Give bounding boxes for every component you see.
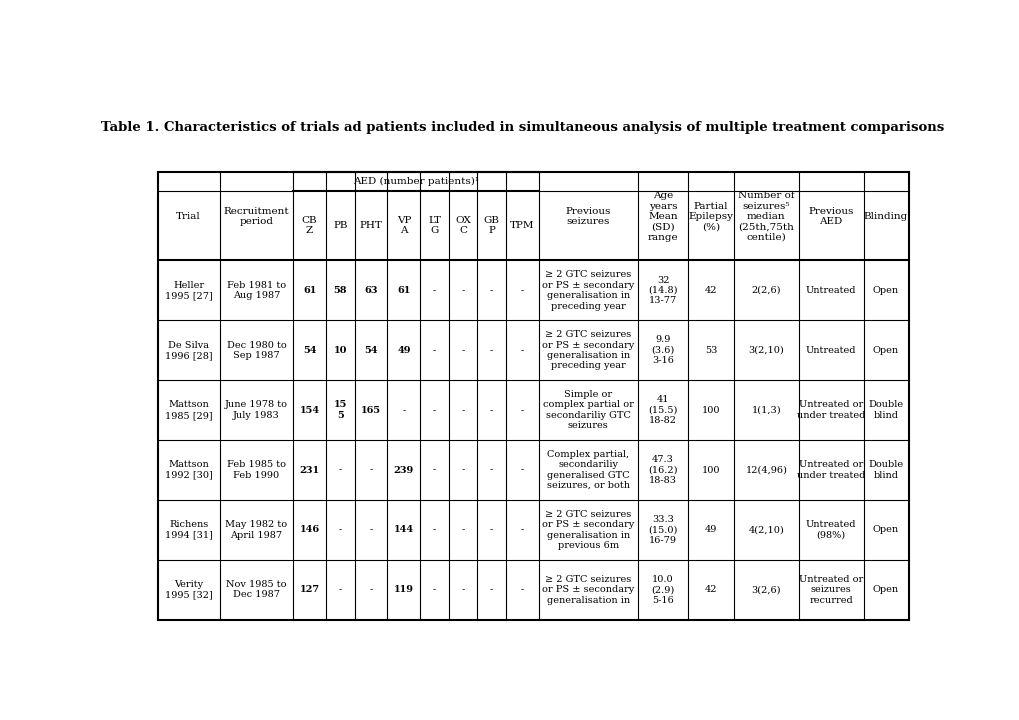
Text: Open: Open [872,286,898,295]
Text: Open: Open [872,346,898,355]
Text: 41
(15.5)
18-82: 41 (15.5) 18-82 [648,395,677,425]
Text: Feb 1981 to
Aug 1987: Feb 1981 to Aug 1987 [226,281,285,300]
Text: 49: 49 [704,526,716,534]
Text: Verity
1995 [32]: Verity 1995 [32] [165,580,212,600]
Text: -: - [369,585,372,594]
Text: AED (number patients)¹: AED (number patients)¹ [353,177,479,186]
Text: -: - [338,526,341,534]
Text: May 1982 to
April 1987: May 1982 to April 1987 [225,521,287,539]
Bar [799,172,862,192]
Text: -: - [461,466,465,474]
Text: 144: 144 [393,526,414,534]
Text: 58: 58 [333,286,346,295]
Text: 9.9
(3.6)
3-16: 9.9 (3.6) 3-16 [651,336,674,365]
Text: De Silva
1996 [28]: De Silva 1996 [28] [165,341,212,360]
Text: Open: Open [872,526,898,534]
Text: Untreated or
seizures
recurred: Untreated or seizures recurred [798,575,862,605]
Text: CB
Z: CB Z [302,216,317,235]
Text: Untreated
(98%): Untreated (98%) [805,521,856,539]
Text: Table 1. Characteristics of trials ad patients included in simultaneous analysis: Table 1. Characteristics of trials ad pa… [101,122,944,135]
Text: Untreated or
under treated: Untreated or under treated [796,460,864,480]
Text: 10: 10 [333,346,346,355]
Bar [539,172,637,192]
Text: -: - [432,466,436,474]
Text: -: - [432,346,436,355]
Text: 49: 49 [396,346,411,355]
Text: Untreated: Untreated [805,346,856,355]
Text: 10.0
(2.9)
5-16: 10.0 (2.9) 5-16 [651,575,674,605]
Text: -: - [520,405,524,415]
Text: 119: 119 [393,585,414,594]
Text: -: - [520,466,524,474]
Text: 33.3
(15.0)
16-79: 33.3 (15.0) 16-79 [648,515,677,545]
Text: -: - [432,286,436,295]
Text: -: - [520,526,524,534]
Text: 53: 53 [704,346,716,355]
Text: -: - [489,466,493,474]
Text: -: - [432,585,436,594]
Text: Nov 1985 to
Dec 1987: Nov 1985 to Dec 1987 [226,580,286,600]
Text: Previous
seizures: Previous seizures [566,207,610,226]
Text: 61: 61 [303,286,316,295]
Text: PHT: PHT [360,221,382,230]
Text: PB: PB [333,221,347,230]
Text: Untreated or
under treated: Untreated or under treated [796,400,864,420]
Text: 54: 54 [303,346,316,355]
Text: 127: 127 [300,585,319,594]
Text: TPM: TPM [510,221,534,230]
Text: -: - [432,405,436,415]
Text: 12(4,96): 12(4,96) [745,466,787,474]
Text: -: - [461,286,465,295]
Text: Richens
1994 [31]: Richens 1994 [31] [164,521,212,539]
Bar [688,172,733,192]
Text: Untreated: Untreated [805,286,856,295]
Text: 63: 63 [364,286,377,295]
Text: -: - [369,526,372,534]
Text: -: - [489,526,493,534]
Text: ≥ 2 GTC seizures
or PS ± secondary
generalisation in: ≥ 2 GTC seizures or PS ± secondary gener… [542,575,634,605]
Text: 42: 42 [704,585,716,594]
Text: 146: 146 [300,526,319,534]
Text: -: - [489,405,493,415]
Text: -: - [489,585,493,594]
Text: GB
P: GB P [483,216,499,235]
Text: ≥ 2 GTC seizures
or PS ± secondary
generalisation in
previous 6m: ≥ 2 GTC seizures or PS ± secondary gener… [542,510,634,550]
Text: ≥ 2 GTC seizures
or PS ± secondary
generalisation in
preceding year: ≥ 2 GTC seizures or PS ± secondary gener… [542,330,634,370]
Bar [158,172,219,192]
Bar [734,172,797,192]
Text: Age
years
Mean
(SD)
range: Age years Mean (SD) range [647,191,678,242]
Text: -: - [520,585,524,594]
Text: LT
G: LT G [428,216,440,235]
Text: -: - [338,466,341,474]
Text: -: - [489,286,493,295]
Text: 1(1,3): 1(1,3) [751,405,781,415]
Text: 15
5: 15 5 [333,400,346,420]
Text: Heller
1995 [27]: Heller 1995 [27] [165,281,212,300]
Text: 100: 100 [701,405,719,415]
Text: 100: 100 [701,466,719,474]
Text: -: - [461,585,465,594]
Text: Double
blind: Double blind [867,460,903,480]
Text: Trial: Trial [176,212,201,221]
Text: 61: 61 [396,286,410,295]
Text: Blinding: Blinding [863,212,907,221]
Text: Feb 1985 to
Feb 1990: Feb 1985 to Feb 1990 [227,460,285,480]
Text: OX
C: OX C [454,216,471,235]
Text: 54: 54 [364,346,377,355]
Text: -: - [520,286,524,295]
Text: 47.3
(16.2)
18-83: 47.3 (16.2) 18-83 [648,455,678,485]
Text: 239: 239 [393,466,414,474]
Text: -: - [401,405,406,415]
Text: -: - [338,585,341,594]
Text: -: - [461,526,465,534]
Bar [638,172,687,192]
Text: -: - [432,526,436,534]
Text: 42: 42 [704,286,716,295]
Text: Simple or
complex partial or
secondariliy GTC
seizures: Simple or complex partial or secondarili… [542,390,633,431]
Text: Dec 1980 to
Sep 1987: Dec 1980 to Sep 1987 [226,341,286,360]
Text: 231: 231 [300,466,319,474]
Text: June 1978 to
July 1983: June 1978 to July 1983 [225,400,287,420]
Text: Mattson
1992 [30]: Mattson 1992 [30] [165,460,212,480]
Text: Open: Open [872,585,898,594]
Text: 3(2,10): 3(2,10) [748,346,784,355]
